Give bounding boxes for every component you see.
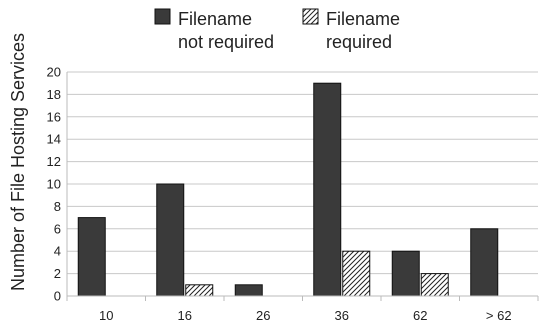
legend-label: Filename	[178, 9, 252, 29]
x-tick-label: > 62	[486, 308, 512, 323]
x-tick-label: 16	[178, 308, 192, 323]
y-tick-label: 8	[54, 199, 61, 214]
legend-label: not required	[178, 32, 274, 52]
bar-required	[342, 250, 371, 297]
y-tick-label: 0	[54, 289, 61, 304]
y-tick-label: 16	[47, 109, 61, 124]
bar-not-required	[77, 217, 106, 297]
legend-swatch-not-required	[154, 8, 171, 25]
legend-swatch-required	[302, 8, 319, 25]
bar-not-required	[391, 250, 420, 297]
x-tick-label: 36	[335, 308, 349, 323]
x-tick-labels: 10 16 26 36 62 > 62	[99, 308, 512, 323]
gridlines	[67, 71, 538, 275]
bar-not-required	[234, 284, 263, 297]
y-tick-label: 14	[47, 132, 61, 147]
bar-not-required	[156, 183, 185, 297]
x-tick-label: 62	[413, 308, 427, 323]
axes	[66, 72, 539, 301]
bar-required	[420, 273, 449, 297]
legend-label: required	[326, 32, 392, 52]
y-tick-label: 18	[47, 87, 61, 102]
bar-not-required	[313, 82, 342, 297]
y-tick-label: 4	[54, 244, 61, 259]
bar-not-required	[470, 228, 499, 297]
bar-required	[185, 284, 214, 297]
x-tick-label: 26	[256, 308, 270, 323]
y-tick-label: 2	[54, 266, 61, 281]
bars	[77, 82, 499, 297]
legend: Filename not required Filename required	[154, 8, 400, 52]
y-tick-label: 20	[47, 65, 61, 80]
x-tick-label: 10	[99, 308, 113, 323]
y-tick-label: 6	[54, 221, 61, 236]
y-tick-labels: 0 2 4 6 8 10 12 14 16 18 20	[47, 65, 61, 304]
y-axis-label: Number of File Hosting Services	[8, 33, 28, 291]
legend-label: Filename	[326, 9, 400, 29]
y-tick-label: 12	[47, 154, 61, 169]
y-tick-label: 10	[47, 177, 61, 192]
